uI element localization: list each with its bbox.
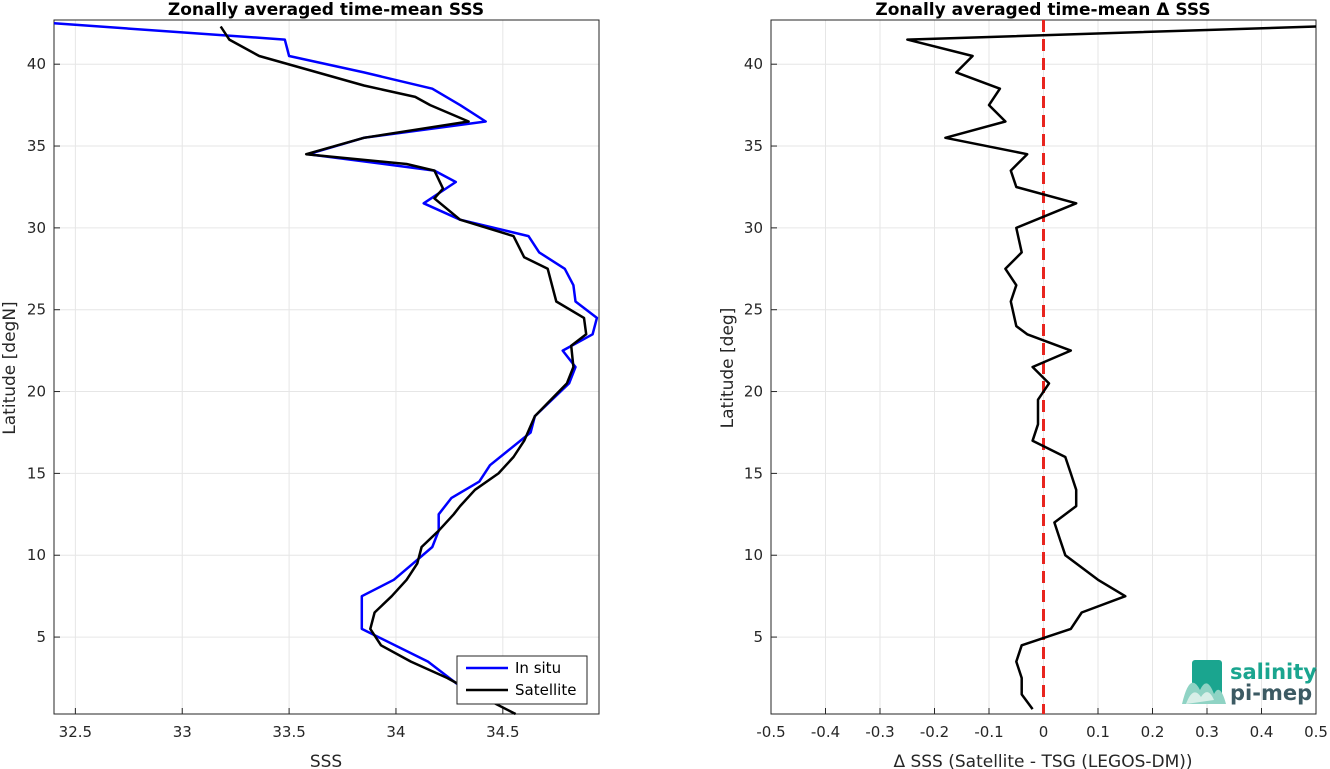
legend-label-in-situ: In situ	[515, 659, 561, 677]
y-tick-label: 30	[27, 219, 46, 237]
left-y-axis-label: Latitude [degN]	[0, 301, 20, 434]
x-tick-label: 33.5	[272, 723, 305, 741]
salinity-pi-mep-logo: salinity pi-mep	[1182, 660, 1317, 705]
left-ticks: 32.5 33 33.5 34 34.5 5 10 15 20 25 30 35 40	[27, 55, 520, 741]
x-tick-label: 0.4	[1250, 723, 1274, 741]
right-x-axis-label: Δ SSS (Satellite - TSG (LEGOS-DM))	[893, 752, 1192, 769]
y-tick-label: 35	[744, 137, 763, 155]
logo-text-line1: salinity	[1230, 660, 1317, 684]
y-tick-label: 30	[744, 219, 763, 237]
x-tick-label: 0.1	[1086, 723, 1110, 741]
right-chart-title: Zonally averaged time-mean Δ SSS	[875, 0, 1210, 20]
y-tick-label: 40	[27, 55, 46, 73]
right-series	[906, 20, 1317, 714]
right-y-axis-label: Latitude [deg]	[718, 308, 738, 429]
y-tick-label: 10	[27, 546, 46, 564]
logo-text-line2: pi-mep	[1230, 681, 1312, 705]
logo-wave-icon	[1182, 660, 1226, 704]
x-tick-label: 0.2	[1141, 723, 1165, 741]
left-chart-title: Zonally averaged time-mean SSS	[168, 0, 484, 20]
y-tick-label: 20	[27, 383, 46, 401]
right-ticks: -0.5 -0.4 -0.3 -0.2 -0.1 0 0.1 0.2 0.3 0.4 0.5 5 10 1…	[744, 55, 1328, 741]
x-tick-label: 34	[386, 723, 405, 741]
y-tick-label: 15	[27, 464, 46, 482]
y-tick-label: 5	[36, 628, 46, 646]
x-tick-label: 0	[1039, 723, 1049, 741]
x-tick-label: -0.5	[756, 723, 785, 741]
y-tick-label: 35	[27, 137, 46, 155]
x-tick-label: 0.3	[1195, 723, 1219, 741]
x-tick-label: -0.4	[811, 723, 840, 741]
x-tick-label: -0.3	[865, 723, 894, 741]
left-axes-box	[53, 19, 600, 715]
y-tick-label: 25	[27, 301, 46, 319]
y-tick-label: 40	[744, 55, 763, 73]
x-tick-label: 32.5	[59, 723, 92, 741]
x-tick-label: 33	[173, 723, 192, 741]
left-panel: 32.5 33 33.5 34 34.5 5 10 15 20 25 30 35 40 Zonally …	[0, 0, 600, 769]
y-tick-label: 10	[744, 546, 763, 564]
legend: In situ Satellite	[456, 655, 588, 705]
legend-label-satellite: Satellite	[515, 681, 576, 699]
x-tick-label: 0.5	[1304, 723, 1328, 741]
legend-box	[456, 655, 588, 705]
y-tick-label: 5	[753, 628, 763, 646]
series-line-delta-sss	[906, 25, 1317, 710]
left-series	[53, 22, 599, 716]
series-line-in-situ	[53, 22, 599, 701]
right-panel: -0.5 -0.4 -0.3 -0.2 -0.1 0 0.1 0.2 0.3 0.4 0.5 5 10 1…	[718, 0, 1328, 769]
x-tick-label: 34.5	[486, 723, 519, 741]
y-tick-label: 25	[744, 301, 763, 319]
y-tick-label: 20	[744, 383, 763, 401]
left-grid	[54, 20, 599, 714]
x-tick-label: -0.1	[974, 723, 1003, 741]
series-line-satellite	[219, 25, 588, 716]
left-x-axis-label: SSS	[310, 752, 342, 769]
x-tick-label: -0.2	[920, 723, 949, 741]
y-tick-label: 15	[744, 464, 763, 482]
